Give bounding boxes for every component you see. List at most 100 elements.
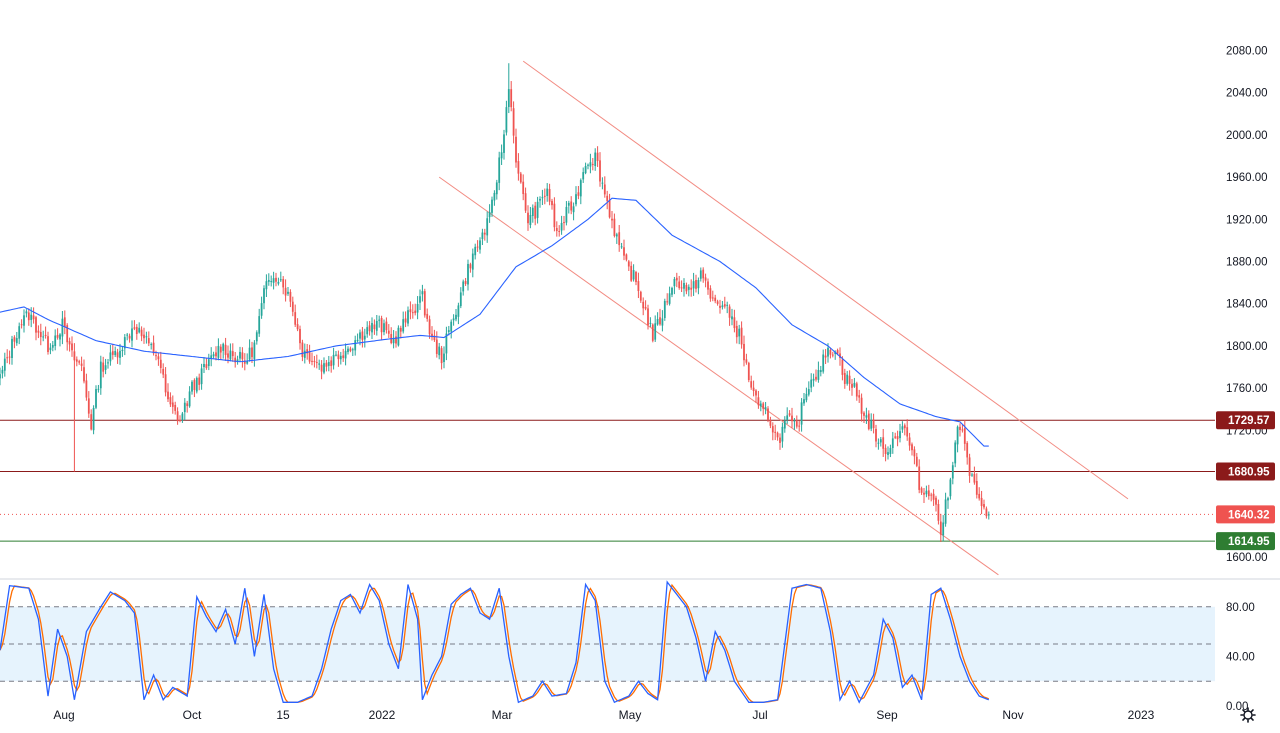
candle-down xyxy=(599,152,601,187)
candle-body xyxy=(203,363,205,368)
candle-body xyxy=(800,402,803,425)
candle-down xyxy=(591,157,594,171)
candle-body xyxy=(776,432,779,438)
candle-down xyxy=(167,383,169,402)
candle-down xyxy=(740,321,743,349)
candle-body xyxy=(858,395,861,398)
candle-body xyxy=(781,426,784,442)
candle-up xyxy=(392,330,395,349)
candle-up xyxy=(656,312,659,326)
candle-body xyxy=(618,232,621,246)
candle-down xyxy=(234,351,237,368)
candle-body xyxy=(176,411,179,422)
candle-down xyxy=(102,356,105,378)
candle-body xyxy=(469,264,472,269)
candle-down xyxy=(882,428,885,457)
candle-body xyxy=(812,378,815,381)
candle-down xyxy=(135,324,138,340)
candle-down xyxy=(133,320,136,331)
candle-down xyxy=(843,368,846,389)
candle-body xyxy=(560,222,563,231)
candle-body xyxy=(803,399,805,404)
candle-up xyxy=(692,272,695,296)
candle-body xyxy=(572,206,575,213)
candle-up xyxy=(877,438,880,450)
stochastic-tick-label: 40.00 xyxy=(1226,651,1255,663)
candle-body xyxy=(30,314,33,320)
candle-body xyxy=(558,230,561,232)
candle-body xyxy=(527,212,529,224)
candle-body xyxy=(807,389,810,395)
candle-up xyxy=(819,365,822,377)
candle-body xyxy=(764,407,767,410)
candle-body xyxy=(128,335,131,339)
candle-body xyxy=(284,287,287,296)
candle-up xyxy=(267,273,270,286)
candle-down xyxy=(743,335,745,367)
candle-body xyxy=(546,188,549,197)
candle-down xyxy=(894,432,897,440)
candle-body xyxy=(647,308,649,326)
candle-up xyxy=(822,349,825,374)
candle-down xyxy=(128,333,131,343)
candle-body xyxy=(279,279,282,281)
candle-up xyxy=(887,446,889,460)
price-tick-label: 1760.00 xyxy=(1226,383,1268,395)
candle-body xyxy=(171,402,174,407)
candle-down xyxy=(75,356,78,367)
candle-up xyxy=(668,286,671,306)
candle-down xyxy=(32,307,35,324)
candle-body xyxy=(805,393,808,401)
candle-down xyxy=(788,410,791,417)
candle-body xyxy=(39,331,42,338)
candle-down xyxy=(606,190,609,210)
settings-gear-icon[interactable] xyxy=(1240,707,1256,723)
candle-body xyxy=(884,447,887,454)
candle-up xyxy=(731,308,733,326)
candle-down xyxy=(848,370,851,391)
candle-body xyxy=(87,398,90,414)
candle-down xyxy=(603,176,606,198)
candle-body xyxy=(59,334,61,340)
candle-up xyxy=(589,153,592,174)
candle-down xyxy=(570,196,573,215)
candle-body xyxy=(404,318,407,323)
candle-body xyxy=(570,201,573,211)
candle-up xyxy=(354,335,357,356)
candle-up xyxy=(474,243,477,260)
candle-up xyxy=(239,346,241,363)
candle-up xyxy=(531,204,534,223)
candle-body xyxy=(15,338,18,344)
candle-body xyxy=(795,421,798,427)
candle-body xyxy=(71,343,73,351)
candle-body xyxy=(956,426,959,445)
candle-up xyxy=(0,367,1,386)
candle-up xyxy=(536,196,539,224)
candle-down xyxy=(219,344,222,361)
candle-down xyxy=(47,331,49,355)
candle-body xyxy=(683,282,685,289)
candle-body xyxy=(774,431,777,433)
candle-down xyxy=(647,304,649,330)
candle-down xyxy=(927,484,930,500)
candle-body xyxy=(102,362,105,372)
candle-body xyxy=(13,337,16,342)
candle-body xyxy=(164,374,167,393)
candle-body xyxy=(191,381,193,392)
price-tick-label: 1920.00 xyxy=(1226,214,1268,226)
candle-body xyxy=(109,352,112,362)
candle-body xyxy=(210,355,213,359)
candle-body xyxy=(786,415,789,420)
candle-body xyxy=(675,277,678,281)
price-tick-label: 2080.00 xyxy=(1226,46,1268,58)
candle-down xyxy=(776,431,779,441)
candle-down xyxy=(978,487,981,501)
candle-down xyxy=(752,380,755,397)
candle-body xyxy=(716,301,719,304)
candle-body xyxy=(452,318,455,321)
candle-down xyxy=(8,350,11,365)
resistance-price-tag-label: 1729.57 xyxy=(1228,415,1270,427)
current-price-tag-background xyxy=(1216,505,1275,524)
candle-body xyxy=(155,355,157,357)
